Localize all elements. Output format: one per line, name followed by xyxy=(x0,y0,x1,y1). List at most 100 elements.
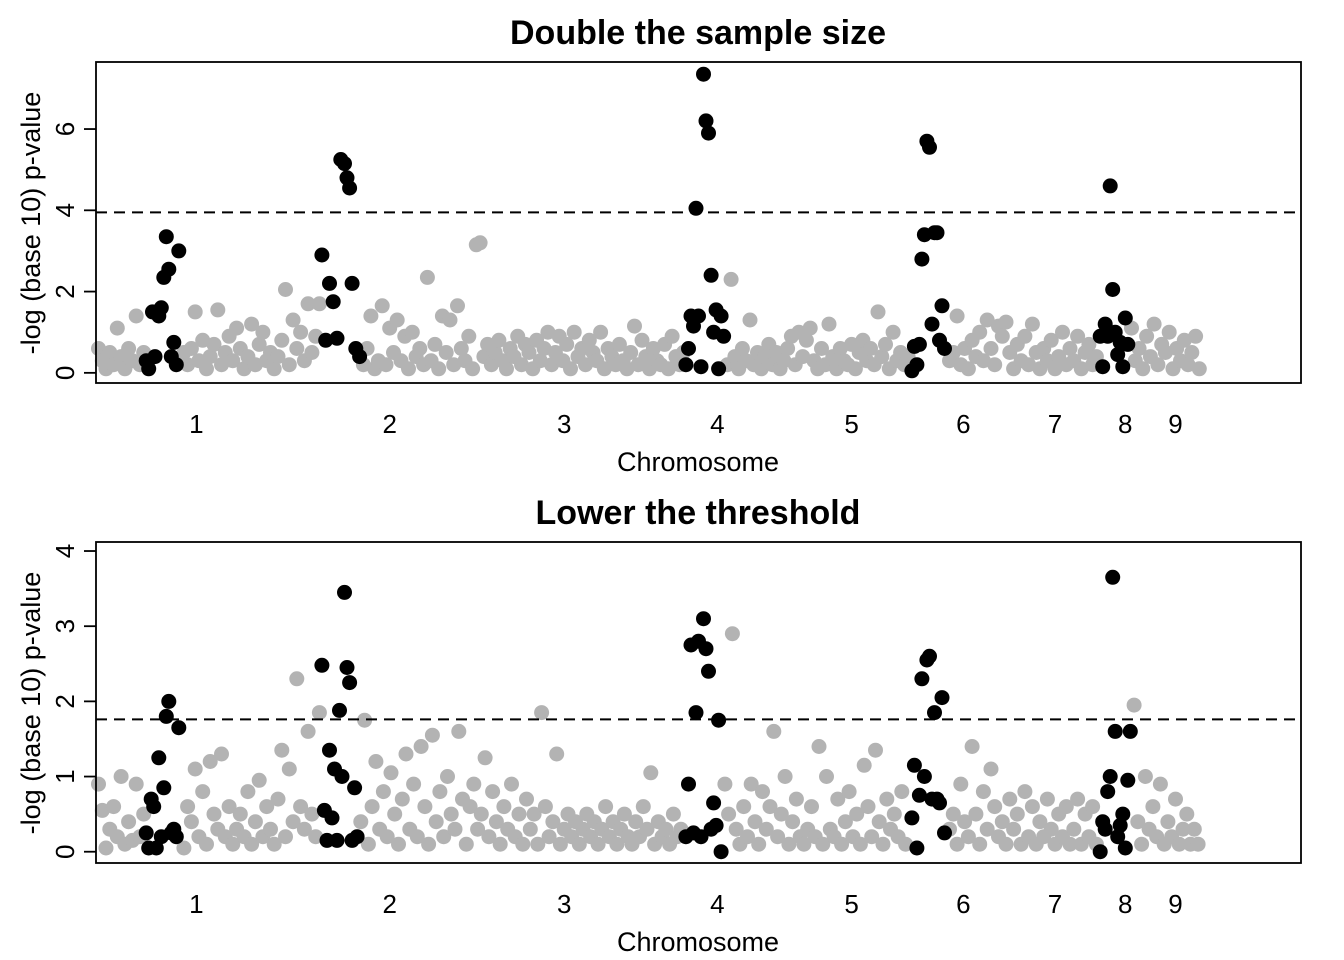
data-point xyxy=(909,357,925,373)
data-point xyxy=(499,361,514,377)
data-point xyxy=(922,139,937,155)
data-point xyxy=(352,349,368,365)
data-point xyxy=(364,799,380,815)
data-point xyxy=(347,780,363,796)
data-point xyxy=(1131,341,1147,356)
data-point xyxy=(1009,806,1025,822)
data-point xyxy=(171,720,187,736)
data-point xyxy=(1070,328,1086,344)
data-point xyxy=(419,269,435,285)
data-point xyxy=(128,308,144,324)
data-point xyxy=(244,316,260,332)
data-point xyxy=(960,829,976,845)
data-point xyxy=(953,776,969,792)
data-point xyxy=(975,353,991,369)
data-point xyxy=(742,312,758,328)
data-point xyxy=(1058,799,1074,815)
data-point xyxy=(300,723,316,739)
data-point xyxy=(832,341,848,356)
data-point xyxy=(1073,361,1089,377)
data-point xyxy=(537,799,553,815)
data-point xyxy=(634,332,650,348)
data-point xyxy=(1006,821,1022,837)
data-point xyxy=(914,251,930,267)
data-point xyxy=(232,806,248,822)
data-point xyxy=(885,324,901,340)
data-point xyxy=(708,817,724,833)
data-point xyxy=(1110,829,1126,845)
data-point xyxy=(998,836,1014,852)
data-point xyxy=(906,757,922,773)
data-point xyxy=(590,836,606,852)
data-point xyxy=(247,814,263,830)
data-point xyxy=(1122,723,1138,739)
data-point xyxy=(374,298,390,314)
data-point xyxy=(1017,328,1033,344)
data-point xyxy=(998,314,1014,330)
data-point xyxy=(753,361,769,377)
data-point xyxy=(734,341,750,356)
data-point xyxy=(389,312,405,328)
data-point xyxy=(728,821,744,837)
data-point xyxy=(337,156,352,172)
data-point xyxy=(540,324,556,340)
data-point xyxy=(349,829,365,845)
data-point xyxy=(849,806,865,822)
data-point xyxy=(701,125,716,141)
data-point xyxy=(1112,817,1128,833)
x-tick-label: 4 xyxy=(710,889,724,919)
data-point xyxy=(357,712,373,728)
data-point xyxy=(983,761,999,777)
data-point xyxy=(1081,336,1097,352)
data-point xyxy=(968,806,984,822)
data-point xyxy=(616,806,632,822)
data-point xyxy=(442,312,458,328)
data-point xyxy=(202,754,218,769)
data-point xyxy=(781,836,797,852)
x-tick-label: 7 xyxy=(1048,889,1062,919)
data-point xyxy=(404,324,420,340)
data-point xyxy=(466,776,482,792)
data-point xyxy=(98,840,114,856)
data-point xyxy=(458,836,474,852)
data-point xyxy=(871,814,887,830)
data-point xyxy=(470,821,486,837)
data-point xyxy=(957,814,973,830)
data-point xyxy=(711,361,727,377)
data-point xyxy=(766,723,782,739)
data-point xyxy=(1097,821,1113,837)
data-point xyxy=(1021,357,1037,373)
data-point xyxy=(236,361,252,377)
data-point xyxy=(773,806,789,822)
data-point xyxy=(462,799,478,815)
data-point xyxy=(1171,836,1187,852)
data-point xyxy=(802,320,818,336)
data-point xyxy=(1161,324,1177,340)
data-point xyxy=(147,349,163,365)
data-point xyxy=(581,332,597,348)
data-point xyxy=(289,341,305,356)
data-point xyxy=(274,332,290,348)
data-point xyxy=(148,840,164,856)
y-tick-label: 4 xyxy=(50,203,80,217)
data-point xyxy=(94,802,110,818)
data-point xyxy=(195,784,211,800)
plot-frame xyxy=(95,541,1302,864)
data-point xyxy=(151,750,167,766)
data-point xyxy=(847,361,863,377)
data-point xyxy=(168,357,184,373)
data-point xyxy=(1145,799,1161,815)
data-point xyxy=(658,821,674,837)
data-point xyxy=(427,336,443,352)
data-point xyxy=(492,836,508,852)
data-point xyxy=(1024,799,1040,815)
data-point xyxy=(522,821,538,837)
data-point xyxy=(770,829,786,845)
data-point xyxy=(387,806,403,822)
data-point xyxy=(91,776,106,792)
plot-marks: 0 1 2 3 4 1 2 3 4 5 6 7 8 9 xyxy=(50,541,1302,919)
data-point xyxy=(815,836,831,852)
data-point xyxy=(293,799,309,815)
x-tick-label: 8 xyxy=(1118,889,1132,919)
data-point xyxy=(1105,569,1121,585)
